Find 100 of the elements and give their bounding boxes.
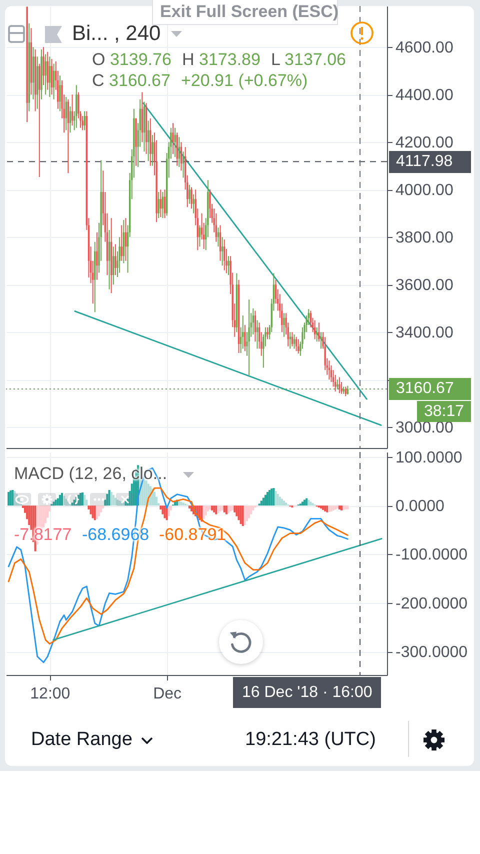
bar	[236, 506, 238, 516]
candlestick	[44, 54, 46, 96]
bar	[130, 484, 133, 506]
candlestick	[328, 360, 330, 380]
bar	[268, 490, 271, 506]
ref-line-label: 16 Dec '18 · 16:00	[233, 677, 382, 708]
bar	[102, 506, 104, 508]
bar	[346, 506, 349, 510]
candlestick	[118, 236, 120, 274]
candlestick	[42, 46, 44, 86]
candlestick	[266, 326, 268, 340]
candlestick	[221, 236, 224, 266]
bar	[73, 500, 76, 506]
bar	[98, 506, 100, 516]
annotation: O 3139.76	[92, 50, 172, 69]
bar	[304, 500, 306, 506]
y-tick-label: -300.0000	[396, 644, 468, 662]
bar	[240, 506, 242, 524]
annotation: Exit Full Screen (ESC)	[160, 2, 339, 22]
text: Bi... , 240	[72, 22, 161, 46]
candlestick	[172, 122, 174, 154]
bar	[116, 500, 119, 506]
y-tick-label: 3600.00	[396, 277, 454, 294]
candlestick	[59, 75, 61, 112]
y-tick-label: -200.0000	[396, 595, 468, 612]
bar	[153, 492, 156, 506]
candlestick	[344, 386, 346, 397]
bar	[204, 506, 207, 516]
bar	[213, 506, 216, 512]
candlestick	[209, 189, 211, 219]
bar	[238, 506, 240, 520]
bar	[79, 492, 82, 506]
bar	[106, 494, 108, 506]
candlestick	[283, 312, 285, 338]
bar	[84, 494, 86, 506]
annotation: H 3173.89	[182, 50, 260, 69]
bar	[90, 506, 92, 514]
candlestick	[224, 238, 226, 271]
bar	[54, 500, 57, 506]
candlestick	[320, 332, 322, 350]
bar	[250, 506, 252, 514]
bar	[246, 506, 248, 522]
bar	[208, 506, 212, 510]
y-tick-label: 3800.00	[396, 230, 454, 247]
bar	[168, 506, 170, 516]
y-tick-label: 4400.00	[396, 87, 454, 104]
bar	[65, 498, 68, 506]
ref-line-label: 4117.98	[389, 150, 471, 173]
bar	[52, 502, 55, 506]
candlestick	[338, 376, 340, 394]
bar	[248, 506, 250, 518]
candlestick	[248, 299, 250, 376]
bar	[63, 496, 66, 506]
candlestick	[164, 189, 166, 219]
text: 19:21:43 (UTC)	[245, 729, 376, 751]
bar	[260, 500, 262, 506]
bar	[272, 488, 275, 506]
bar	[92, 506, 94, 518]
candlestick	[65, 96, 67, 131]
candlestick	[295, 336, 298, 352]
annotation: C 3160.67	[92, 71, 170, 90]
y-tick-label: 4600.00	[396, 40, 454, 57]
bar	[8, 492, 10, 506]
candlestick	[82, 115, 84, 131]
text: Date Range	[31, 729, 132, 751]
candlestick	[192, 194, 194, 214]
bar	[190, 506, 193, 512]
bar	[112, 494, 114, 506]
x-tick-label: Dec	[153, 686, 182, 702]
y-tick-label: 3400.00	[396, 324, 454, 342]
bar	[227, 506, 230, 514]
text: 38:17	[417, 400, 472, 422]
bar	[274, 490, 277, 506]
bar	[266, 492, 269, 506]
banner: Exit Full Screen (ESC)	[152, 0, 338, 25]
candlestick	[242, 314, 244, 350]
bar	[58, 494, 61, 506]
bar	[219, 506, 222, 512]
bar	[276, 494, 279, 506]
bar	[270, 488, 273, 506]
bar	[145, 480, 148, 506]
candlestick	[174, 127, 176, 158]
bar	[28, 506, 30, 526]
bar	[202, 506, 205, 520]
bar	[42, 506, 45, 528]
y-tick-label: 3000.00	[396, 420, 454, 437]
bar	[10, 490, 12, 506]
bar	[162, 506, 164, 514]
y-tick-label: -100.0000	[396, 546, 468, 564]
annotation: L 3137.06	[271, 50, 346, 69]
line-series	[8, 487, 348, 645]
bar	[211, 506, 214, 510]
ref-line-label: 3160.67	[389, 378, 471, 400]
bar	[278, 496, 281, 506]
candlestick	[96, 232, 98, 280]
bar	[264, 494, 267, 506]
candlestick	[340, 381, 342, 394]
y-tick-label: 4200.00	[396, 134, 454, 152]
bar	[252, 506, 254, 510]
bar	[100, 506, 102, 512]
